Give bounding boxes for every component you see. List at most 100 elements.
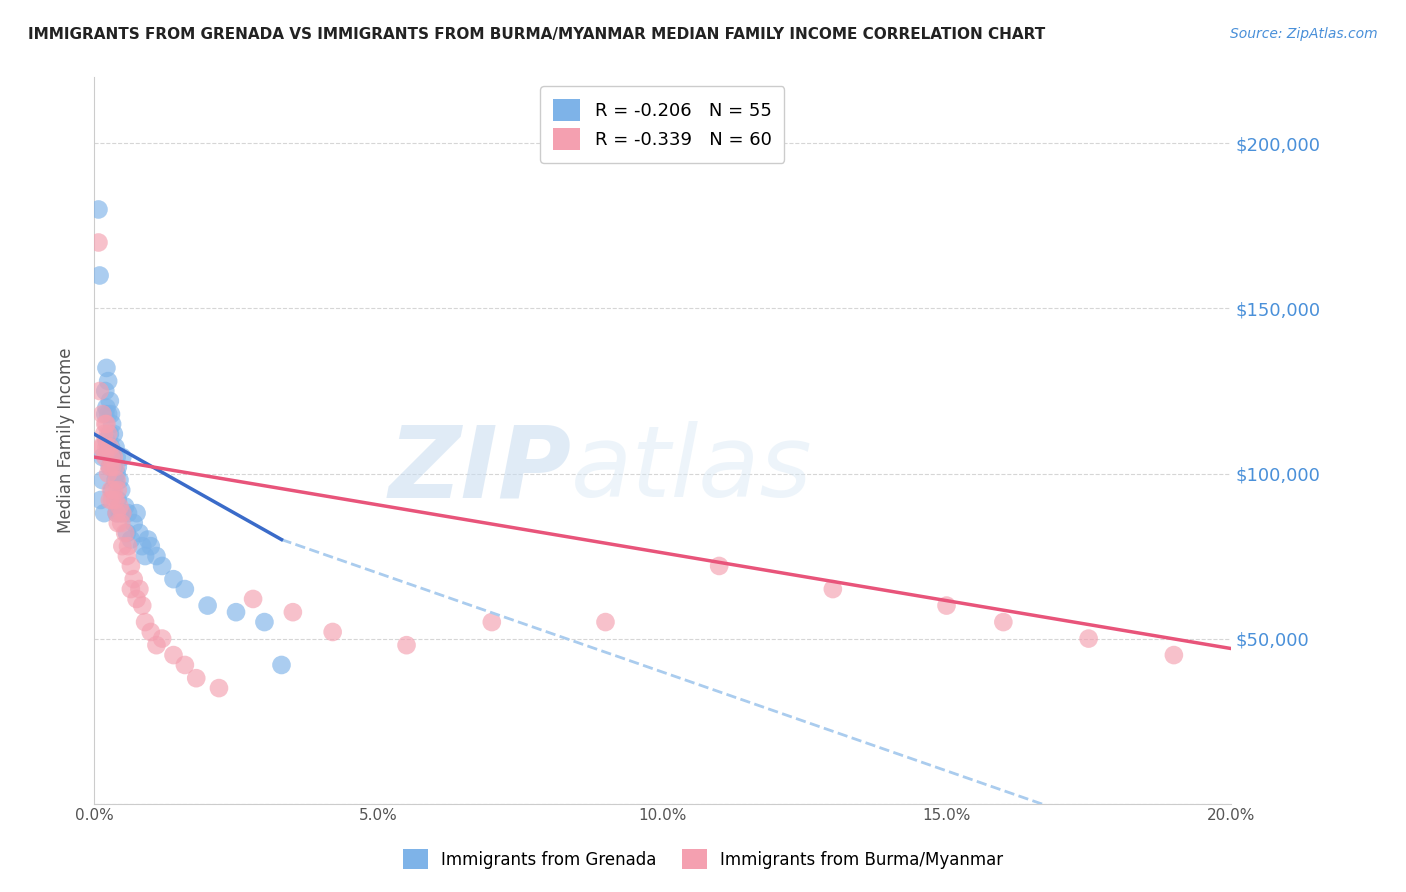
- Point: [131, 599, 153, 613]
- Point: [100, 483, 122, 497]
- Point: [136, 533, 159, 547]
- Point: [105, 467, 128, 481]
- Point: [89, 268, 111, 283]
- Point: [150, 558, 173, 573]
- Point: [107, 483, 129, 497]
- Point: [114, 525, 136, 540]
- Point: [145, 549, 167, 563]
- Point: [97, 426, 120, 441]
- Point: [101, 492, 124, 507]
- Point: [98, 440, 121, 454]
- Point: [104, 492, 127, 507]
- Point: [105, 506, 128, 520]
- Point: [107, 516, 129, 530]
- Point: [120, 582, 142, 596]
- Point: [101, 459, 124, 474]
- Point: [115, 525, 138, 540]
- Point: [90, 440, 112, 454]
- Point: [1077, 632, 1099, 646]
- Point: [93, 506, 115, 520]
- Point: [94, 407, 117, 421]
- Legend: R = -0.206   N = 55, R = -0.339   N = 60: R = -0.206 N = 55, R = -0.339 N = 60: [540, 87, 785, 163]
- Point: [162, 572, 184, 586]
- Point: [97, 440, 120, 454]
- Point: [115, 549, 138, 563]
- Point: [122, 572, 145, 586]
- Point: [105, 473, 128, 487]
- Point: [111, 506, 134, 520]
- Point: [150, 632, 173, 646]
- Point: [242, 591, 264, 606]
- Point: [91, 407, 114, 421]
- Point: [98, 393, 121, 408]
- Y-axis label: Median Family Income: Median Family Income: [58, 348, 75, 533]
- Point: [128, 582, 150, 596]
- Point: [103, 426, 125, 441]
- Point: [120, 533, 142, 547]
- Point: [125, 506, 148, 520]
- Point: [105, 506, 128, 520]
- Point: [821, 582, 844, 596]
- Point: [125, 591, 148, 606]
- Point: [94, 417, 117, 431]
- Point: [173, 657, 195, 672]
- Point: [281, 605, 304, 619]
- Point: [107, 492, 129, 507]
- Point: [96, 401, 118, 415]
- Point: [114, 500, 136, 514]
- Point: [98, 459, 121, 474]
- Point: [103, 483, 125, 497]
- Point: [145, 638, 167, 652]
- Point: [270, 657, 292, 672]
- Point: [104, 440, 127, 454]
- Point: [94, 384, 117, 398]
- Legend: Immigrants from Grenada, Immigrants from Burma/Myanmar: Immigrants from Grenada, Immigrants from…: [392, 838, 1014, 880]
- Point: [107, 459, 129, 474]
- Point: [108, 500, 131, 514]
- Point: [395, 638, 418, 652]
- Point: [993, 615, 1015, 629]
- Point: [96, 434, 118, 448]
- Point: [110, 483, 132, 497]
- Point: [96, 440, 118, 454]
- Point: [322, 624, 344, 639]
- Point: [111, 539, 134, 553]
- Point: [707, 558, 730, 573]
- Text: Source: ZipAtlas.com: Source: ZipAtlas.com: [1230, 27, 1378, 41]
- Point: [117, 539, 139, 553]
- Point: [108, 506, 131, 520]
- Point: [93, 426, 115, 441]
- Point: [225, 605, 247, 619]
- Point: [134, 615, 156, 629]
- Point: [98, 426, 121, 441]
- Point: [253, 615, 276, 629]
- Point: [87, 202, 110, 217]
- Point: [111, 450, 134, 464]
- Point: [101, 450, 124, 464]
- Point: [139, 539, 162, 553]
- Point: [173, 582, 195, 596]
- Point: [97, 407, 120, 421]
- Point: [122, 516, 145, 530]
- Point: [117, 506, 139, 520]
- Point: [98, 459, 121, 474]
- Point: [91, 450, 114, 464]
- Point: [131, 539, 153, 553]
- Point: [186, 671, 208, 685]
- Point: [120, 558, 142, 573]
- Point: [105, 450, 128, 464]
- Point: [103, 450, 125, 464]
- Point: [89, 384, 111, 398]
- Point: [103, 459, 125, 474]
- Point: [91, 440, 114, 454]
- Point: [100, 407, 122, 421]
- Point: [595, 615, 617, 629]
- Point: [935, 599, 957, 613]
- Point: [197, 599, 219, 613]
- Point: [111, 506, 134, 520]
- Point: [100, 440, 122, 454]
- Point: [101, 483, 124, 497]
- Point: [98, 492, 121, 507]
- Point: [97, 374, 120, 388]
- Point: [101, 417, 124, 431]
